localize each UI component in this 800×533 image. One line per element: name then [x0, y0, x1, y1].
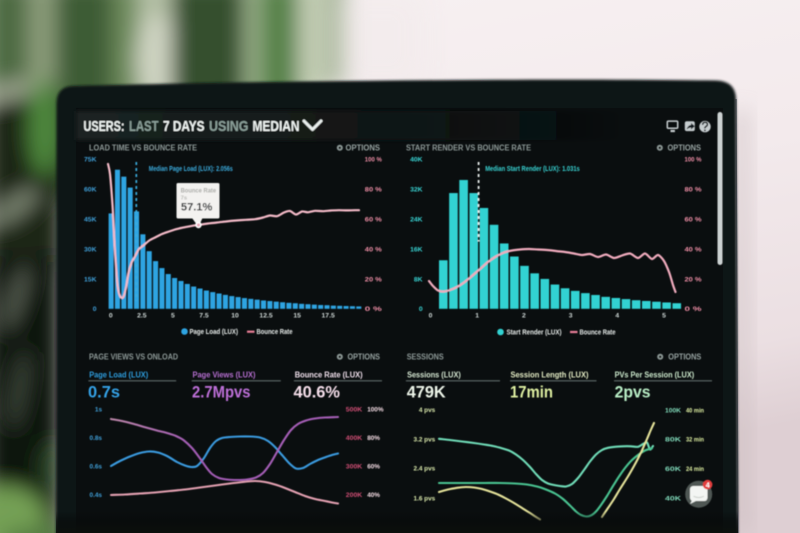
svg-text:0.4s: 0.4s: [90, 492, 103, 499]
svg-text:Page Load (LUX): Page Load (LUX): [190, 329, 239, 336]
svg-text:200K: 200K: [346, 492, 363, 499]
svg-text:40K: 40K: [665, 496, 682, 503]
svg-text:40%: 40%: [367, 492, 380, 499]
svg-text:OPTIONS: OPTIONS: [668, 144, 702, 153]
svg-text:Bounce Rate: Bounce Rate: [181, 188, 217, 195]
svg-text:479K: 479K: [407, 384, 446, 402]
svg-text:Median Start Render (LUX): 1.0: Median Start Render (LUX): 1.031s: [485, 166, 580, 173]
svg-text:1s: 1s: [95, 406, 103, 413]
svg-text:57.1%: 57.1%: [181, 202, 213, 214]
svg-text:75K: 75K: [84, 157, 97, 164]
svg-text:START RENDER VS BOUNCE RATE: START RENDER VS BOUNCE RATE: [406, 144, 532, 153]
svg-text:32K: 32K: [410, 187, 423, 194]
svg-text:30K: 30K: [84, 246, 97, 253]
svg-text:40.6%: 40.6%: [294, 384, 341, 402]
svg-text:1: 1: [475, 313, 479, 320]
svg-text:12.5: 12.5: [259, 313, 272, 320]
svg-text:0: 0: [109, 313, 113, 320]
svg-text:5: 5: [171, 313, 175, 320]
svg-text:100%: 100%: [367, 406, 384, 413]
svg-text:0: 0: [419, 306, 423, 313]
svg-text:10: 10: [231, 313, 239, 320]
svg-text:0.7s: 0.7s: [88, 384, 120, 402]
svg-text:3: 3: [569, 313, 573, 320]
svg-text:Page Load (LUX): Page Load (LUX): [89, 370, 148, 379]
svg-text:0.6s: 0.6s: [90, 463, 103, 470]
svg-text:PVs Per Session (LUX): PVs Per Session (LUX): [615, 370, 695, 379]
svg-text:Bounce Rate: Bounce Rate: [580, 329, 616, 336]
svg-text:OPTIONS: OPTIONS: [348, 353, 381, 362]
svg-text:USERS:: USERS:: [84, 118, 125, 135]
svg-text:2.5: 2.5: [137, 313, 147, 320]
svg-text:0.8s: 0.8s: [90, 435, 103, 442]
svg-text:7s: 7s: [181, 195, 187, 201]
svg-text:60 %: 60 %: [365, 217, 382, 224]
svg-text:USING: USING: [209, 118, 249, 135]
svg-text:100 %: 100 %: [685, 157, 702, 164]
svg-text:Bounce Rate (LUX): Bounce Rate (LUX): [295, 370, 363, 379]
svg-text:100 %: 100 %: [365, 157, 382, 164]
svg-text:0 %: 0 %: [685, 306, 702, 313]
svg-text:60K: 60K: [84, 187, 97, 194]
svg-text:0: 0: [93, 306, 97, 313]
svg-text:Start Render (LUX): Start Render (LUX): [507, 329, 562, 336]
svg-text:300K: 300K: [346, 463, 363, 470]
svg-text:400K: 400K: [346, 435, 363, 442]
svg-text:OPTIONS: OPTIONS: [668, 353, 702, 362]
svg-text:32 min: 32 min: [686, 437, 704, 444]
svg-text:24 min: 24 min: [686, 466, 704, 473]
svg-text:LAST: LAST: [129, 118, 159, 135]
svg-text:2pvs: 2pvs: [615, 384, 651, 402]
svg-text:0: 0: [429, 313, 433, 320]
svg-text:2: 2: [522, 313, 526, 320]
svg-text:60 %: 60 %: [685, 217, 702, 224]
svg-text:40 %: 40 %: [365, 246, 382, 253]
svg-text:MEDIAN: MEDIAN: [253, 118, 300, 135]
svg-text:4: 4: [706, 482, 710, 489]
svg-text:80 %: 80 %: [685, 187, 702, 194]
svg-text:17.5: 17.5: [322, 313, 335, 320]
svg-text:SESSIONS: SESSIONS: [407, 353, 445, 362]
svg-text:0 %: 0 %: [365, 306, 382, 313]
svg-text:40 %: 40 %: [685, 246, 702, 253]
svg-text:16K: 16K: [410, 246, 423, 253]
svg-text:20 %: 20 %: [365, 276, 382, 283]
svg-text:24K: 24K: [410, 217, 423, 224]
svg-text:8K: 8K: [414, 276, 423, 283]
svg-text:3.2 pvs: 3.2 pvs: [414, 436, 436, 443]
svg-text:Page Views (LUX): Page Views (LUX): [193, 370, 256, 379]
svg-text:5: 5: [662, 313, 666, 320]
svg-text:45K: 45K: [84, 217, 97, 224]
svg-text:17min: 17min: [510, 384, 553, 402]
svg-text:80K: 80K: [665, 437, 682, 444]
svg-text:60%: 60%: [367, 463, 380, 470]
svg-text:40K: 40K: [410, 157, 423, 164]
svg-text:2.7Mpvs: 2.7Mpvs: [192, 384, 251, 402]
svg-text:7 DAYS: 7 DAYS: [163, 118, 205, 135]
svg-text:4 pvs: 4 pvs: [419, 407, 436, 414]
svg-text:OPTIONS: OPTIONS: [346, 144, 381, 153]
svg-text:Bounce Rate: Bounce Rate: [257, 329, 293, 336]
svg-text:PAGE VIEWS VS ONLOAD: PAGE VIEWS VS ONLOAD: [89, 353, 178, 362]
svg-text:40 min: 40 min: [686, 407, 704, 414]
svg-text:4: 4: [615, 313, 619, 320]
svg-text:LOAD TIME VS BOUNCE RATE: LOAD TIME VS BOUNCE RATE: [89, 144, 198, 153]
svg-text:2.4 pvs: 2.4 pvs: [414, 466, 436, 473]
svg-text:500K: 500K: [346, 406, 363, 413]
svg-text:100K: 100K: [665, 407, 681, 414]
svg-text:Sessions (LUX): Sessions (LUX): [407, 370, 461, 379]
svg-text:7.5: 7.5: [199, 313, 209, 320]
svg-text:15: 15: [293, 313, 301, 320]
svg-text:60K: 60K: [665, 466, 682, 473]
svg-text:20 %: 20 %: [685, 276, 702, 283]
svg-text:80%: 80%: [367, 435, 380, 442]
svg-text:Median Page Load (LUX): 2.056s: Median Page Load (LUX): 2.056s: [149, 166, 233, 173]
svg-text:Session Length (LUX): Session Length (LUX): [511, 370, 589, 379]
svg-text:1.6 pvs: 1.6 pvs: [414, 496, 436, 503]
svg-text:15K: 15K: [84, 276, 97, 283]
svg-text:80 %: 80 %: [365, 187, 382, 194]
